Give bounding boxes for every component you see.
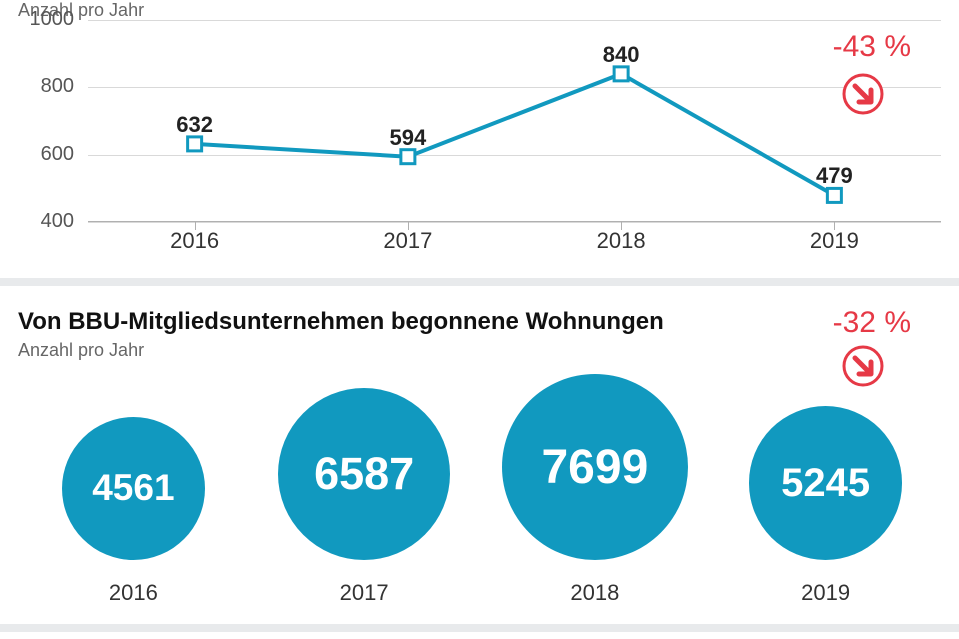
bubble-chart-section: Von BBU-Mitgliedsunternehmen begonnene W…: [0, 296, 959, 631]
y-tick-label: 600: [16, 143, 74, 166]
bubble-year-label: 2019: [801, 580, 850, 606]
y-tick-label: 1000: [16, 8, 74, 31]
x-tick-label: 2016: [170, 228, 219, 254]
x-tick-label: 2017: [383, 228, 432, 254]
bubble-column: 4561 2016: [18, 356, 249, 606]
line-chart-plot: 4006008001000201620172018201963259484047…: [18, 20, 941, 250]
gridline: [88, 222, 941, 223]
bubble-column: 6587 2017: [249, 356, 480, 606]
line-chart-section: Anzahl pro Jahr 400600800100020162017201…: [0, 0, 959, 278]
bubble: 5245: [749, 406, 903, 560]
line-series: [88, 20, 941, 222]
bubble-year-label: 2017: [340, 580, 389, 606]
line-change-label: -43 %: [833, 30, 911, 64]
y-tick-label: 400: [16, 210, 74, 233]
arrow-down-icon: [841, 72, 885, 121]
data-point-label: 594: [390, 125, 427, 151]
bubble-year-label: 2016: [109, 580, 158, 606]
bubble: 4561: [62, 417, 205, 560]
bubble: 6587: [278, 388, 450, 560]
divider-top: [0, 278, 959, 286]
bubble: 7699: [502, 374, 688, 560]
bubble-column: 5245 2019: [710, 356, 941, 606]
bubble-column: 7699 2018: [480, 356, 711, 606]
data-point-label: 632: [176, 112, 213, 138]
divider-bottom: [0, 624, 959, 632]
bubble-year-label: 2018: [570, 580, 619, 606]
x-tick-label: 2019: [810, 228, 859, 254]
data-point-label: 840: [603, 42, 640, 68]
y-tick-label: 800: [16, 75, 74, 98]
data-point-label: 479: [816, 163, 853, 189]
bubble-change-label: -32 %: [833, 306, 911, 340]
bubble-chart-area: 4561 2016 6587 2017 7699 2018 5245 2019: [18, 356, 941, 606]
bubble-chart-title: Von BBU-Mitgliedsunternehmen begonnene W…: [18, 308, 664, 336]
x-tick-label: 2018: [597, 228, 646, 254]
